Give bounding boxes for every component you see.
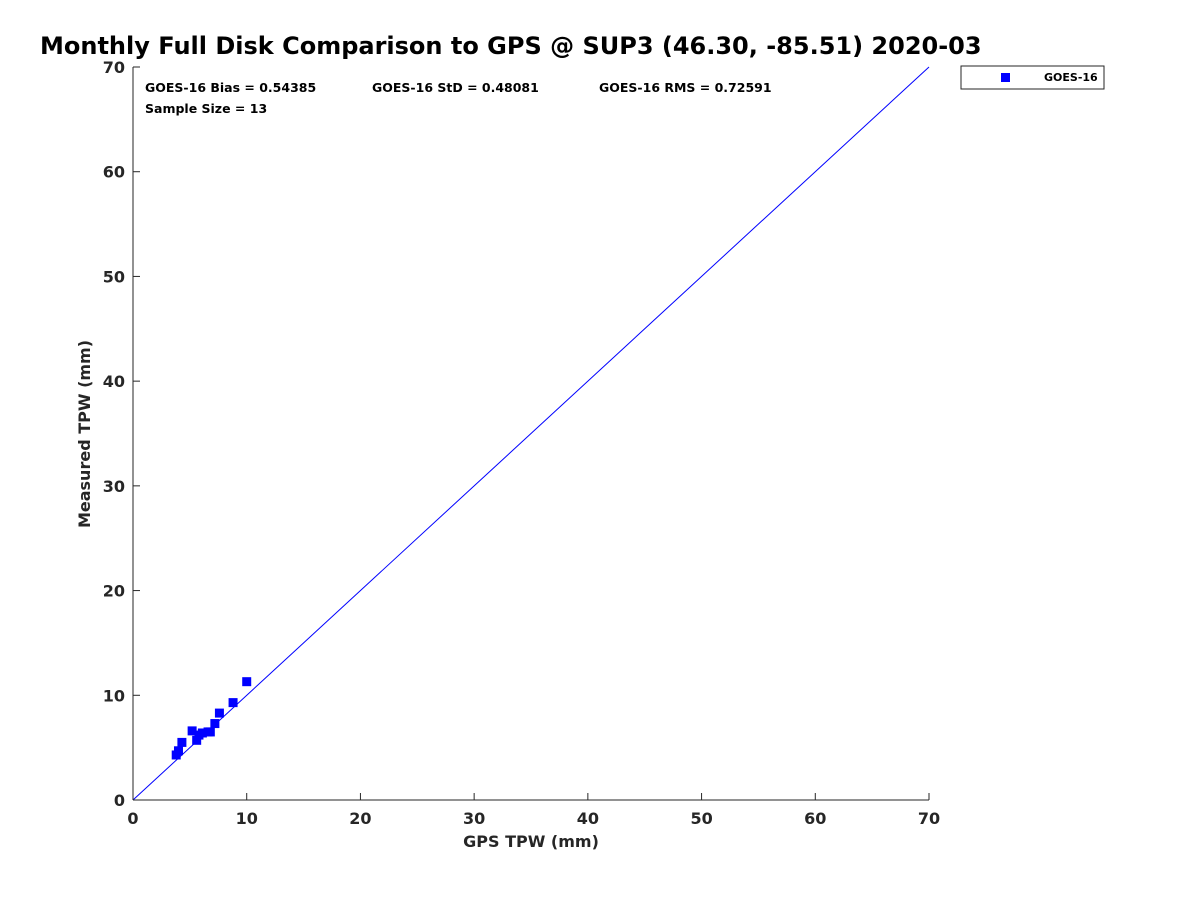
y-tick-label: 10 xyxy=(103,686,125,705)
data-point xyxy=(173,746,183,756)
x-tick-label: 20 xyxy=(349,809,371,828)
y-tick-label: 70 xyxy=(103,58,125,77)
legend: GOES-16 xyxy=(960,65,1105,90)
chart-title: Monthly Full Disk Comparison to GPS @ SU… xyxy=(40,32,982,60)
data-point xyxy=(205,727,215,737)
stat-bias: GOES-16 Bias = 0.54385 xyxy=(145,80,316,95)
x-tick-label: 60 xyxy=(804,809,826,828)
data-point xyxy=(187,726,197,736)
x-tick-label: 30 xyxy=(463,809,485,828)
legend-label: GOES-16 xyxy=(1044,71,1098,84)
reference-line xyxy=(132,66,930,801)
data-points xyxy=(171,677,252,760)
x-tick-label: 50 xyxy=(690,809,712,828)
y-tick-label: 60 xyxy=(103,163,125,182)
stat-sample-size: Sample Size = 13 xyxy=(145,101,267,116)
data-point xyxy=(242,677,252,687)
y-tick-label: 20 xyxy=(103,582,125,601)
x-tick-label: 40 xyxy=(577,809,599,828)
legend-box xyxy=(960,65,1105,90)
y-tick-label: 30 xyxy=(103,477,125,496)
y-tick-label: 50 xyxy=(103,267,125,286)
y-tick-label: 40 xyxy=(103,372,125,391)
x-axis-label: GPS TPW (mm) xyxy=(463,832,599,851)
x-tick-label: 10 xyxy=(236,809,258,828)
x-tick-label: 70 xyxy=(918,809,940,828)
data-point xyxy=(210,719,220,729)
stat-std: GOES-16 StD = 0.48081 xyxy=(372,80,539,95)
y-axis-ticks: 0 10 20 30 40 50 60 70 xyxy=(103,58,140,810)
x-axis-ticks: 0 10 20 30 40 50 60 70 xyxy=(127,793,940,828)
legend-marker xyxy=(1001,73,1010,82)
stat-rms: GOES-16 RMS = 0.72591 xyxy=(599,80,772,95)
data-point xyxy=(177,737,187,747)
data-point xyxy=(197,728,207,738)
data-point xyxy=(192,735,202,745)
data-point xyxy=(214,708,224,718)
y-axis-label: Measured TPW (mm) xyxy=(75,340,94,528)
y-tick-label: 0 xyxy=(114,791,125,810)
x-tick-label: 0 xyxy=(127,809,138,828)
data-point xyxy=(228,698,238,708)
